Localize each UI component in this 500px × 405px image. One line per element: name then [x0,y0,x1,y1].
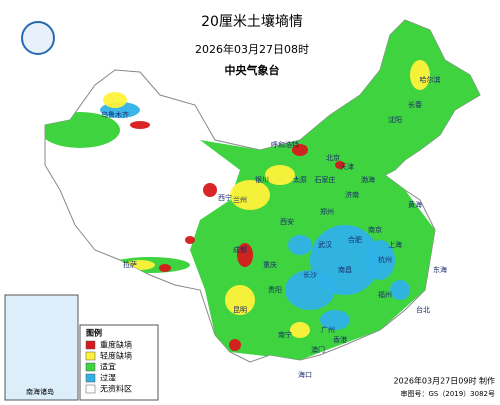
place-label: 南宁 [278,330,292,339]
area-suitable [190,20,480,360]
place-label: 沈阳 [388,115,402,124]
legend-label: 过湿 [100,373,116,383]
footer-made: 2026年03月27日09时 制作 [394,376,495,386]
legend-label: 轻度缺墒 [100,351,132,361]
place-label: 黄海 [408,200,422,209]
place-label: 香港 [333,335,347,344]
legend-label: 适宜 [100,362,116,372]
place-label: 长春 [408,100,422,109]
place-label: 长沙 [303,270,317,279]
place-label: 石家庄 [315,175,336,184]
place-label: 上海 [388,240,402,249]
place-label: 郑州 [320,208,334,216]
area [320,310,350,330]
place-label: 成都 [233,245,247,254]
place-label: 北京 [326,153,340,162]
place-label: 太原 [293,175,307,184]
area [225,285,255,315]
area [292,144,308,156]
clipped-areas [45,20,480,360]
legend-label: 重度缺墒 [100,340,132,350]
place-label: 天津 [340,163,354,171]
place-label: 银川 [255,175,269,184]
title: 20厘米土壤墒情 [201,13,303,30]
place-label: 渤海 [361,175,375,184]
legend-swatch [85,351,96,361]
place-label: 广州 [321,325,335,334]
place-label: 昆明 [233,306,247,314]
place-label: 台北 [416,305,430,314]
place-label: 兰州 [233,195,247,204]
area [288,235,312,255]
date: 2026年03月27日08时 [195,42,309,56]
legend-swatch [85,340,96,350]
place-label: 福州 [378,290,392,299]
agency: 中央气象台 [225,63,280,77]
area [335,161,345,169]
area [410,60,430,90]
place-label: 乌鲁木齐 [101,110,129,119]
logo [21,21,55,55]
area [285,270,335,310]
area [229,339,241,351]
legend-label: 无资料区 [100,384,132,394]
legend-swatch [85,384,96,394]
place-label: 合肥 [348,235,362,244]
place-label: 南京 [368,225,382,234]
area [203,183,217,197]
place-label: 西宁 [218,193,232,202]
legend-swatch [85,362,96,372]
area [365,240,395,280]
place-label: 贵阳 [268,285,282,294]
place-label: 杭州 [378,255,392,264]
place-label: 武汉 [318,240,332,249]
area [103,92,127,108]
area [265,165,295,185]
place-label: 重庆 [263,260,277,269]
moisture-areas [45,20,480,360]
inset-label: 南海诸岛 [26,387,54,396]
place-label: 海口 [298,370,312,379]
area [230,180,270,210]
legend-swatch [85,373,96,383]
place-label: 哈尔滨 [420,75,441,84]
area [237,243,253,267]
area [130,121,150,129]
place-label: 呼和浩特 [271,140,299,149]
area [159,264,171,272]
inset-box [4,294,79,401]
place-label: 东海 [433,265,447,274]
place-label: 拉萨 [123,260,137,269]
footer-approval: 审图号：GS（2019）3082号 [401,389,496,398]
area [185,236,195,244]
place-label: 西安 [280,217,294,226]
area [290,322,310,338]
place-label: 澳门 [311,345,325,354]
place-label: 南昌 [338,265,352,274]
area [390,280,410,300]
legend-title: 图例 [86,328,102,338]
place-label: 济南 [345,190,359,199]
